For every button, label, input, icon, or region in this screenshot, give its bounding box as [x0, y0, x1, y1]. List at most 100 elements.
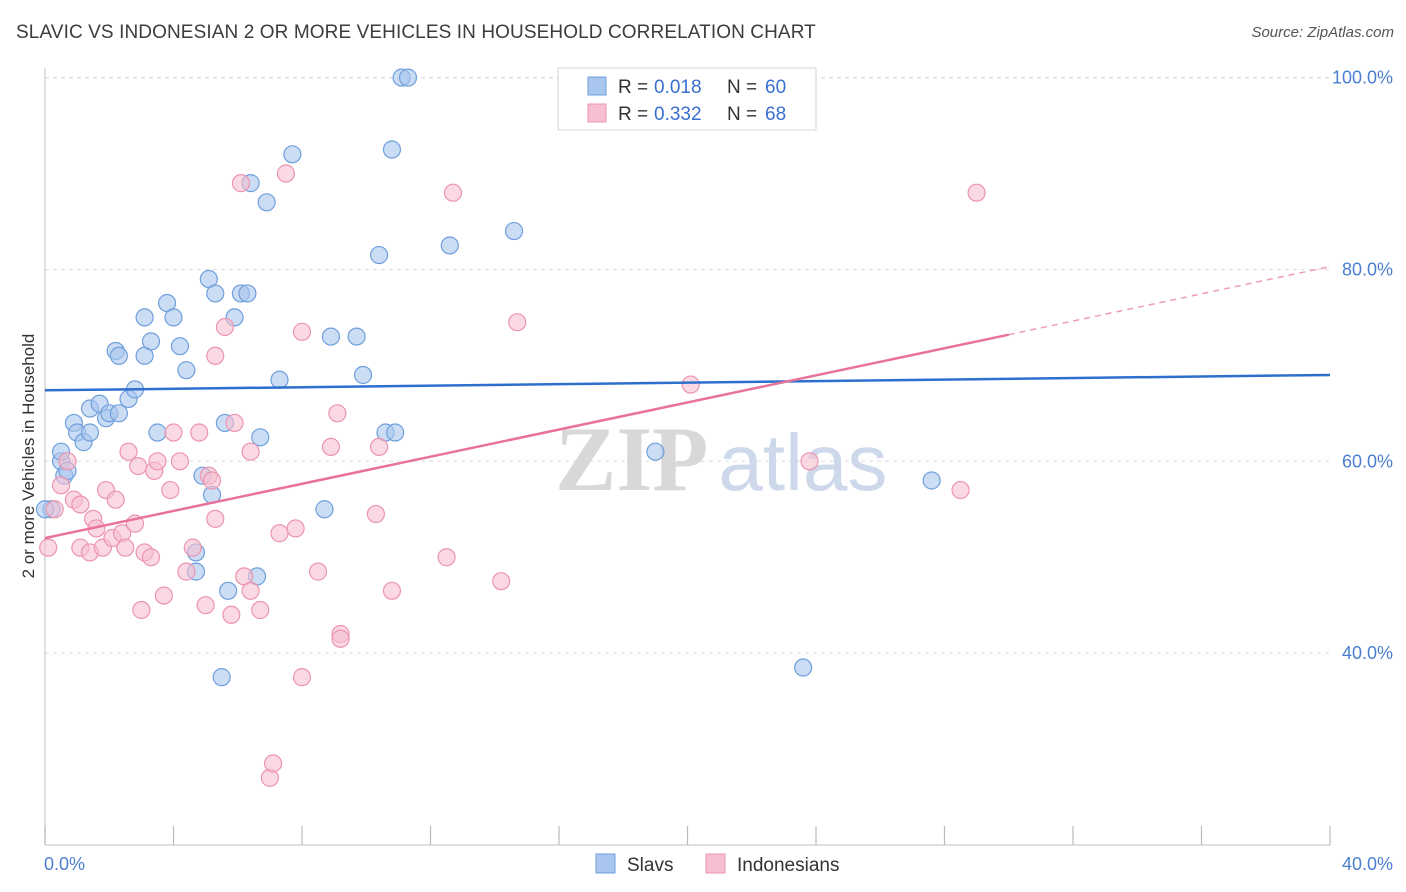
point-indonesians-60: [443, 183, 463, 202]
point-indonesians-3: [58, 452, 77, 471]
point-indonesians-51: [308, 562, 328, 581]
point-slavs-43: [315, 500, 334, 519]
bottom-legend-label-indonesians: Indonesians: [737, 855, 839, 876]
legend-r-label-slavs: R =: [618, 77, 648, 98]
y-axis-title: 2 or more Vehicles in Household: [19, 334, 38, 579]
point-indonesians-59: [437, 548, 456, 567]
point-indonesians-31: [196, 596, 215, 615]
point-indonesians-21: [141, 548, 161, 567]
bottom-legend-swatch-slavs: [595, 853, 616, 874]
y-tick-label-80: 80.0%: [1342, 259, 1393, 279]
point-indonesians-18: [129, 456, 148, 476]
x-tick-label-min: 0.0%: [44, 854, 85, 874]
legend-n-label-indonesians: N =: [727, 104, 757, 125]
trend-line-extension-indonesians: [1008, 265, 1331, 336]
point-slavs-50: [386, 423, 405, 442]
point-indonesians-57: [370, 437, 389, 457]
point-slavs-58: [922, 471, 941, 490]
point-indonesians-45: [263, 754, 283, 773]
y-axis-tick-labels: 40.0% 60.0% 80.0% 100.0%: [1332, 68, 1393, 664]
point-indonesians-52: [321, 437, 341, 457]
gridlines: [45, 77, 1330, 654]
point-indonesians-55: [331, 629, 350, 648]
point-indonesians-61: [492, 572, 511, 591]
point-indonesians-30: [190, 423, 209, 442]
point-indonesians-42: [241, 581, 260, 600]
point-indonesians-34: [206, 346, 225, 365]
x-tick-label-max: 40.0%: [1342, 854, 1393, 874]
point-indonesians-28: [177, 562, 196, 581]
legend-n-value-indonesians: 68: [765, 104, 786, 125]
point-slavs-31: [206, 284, 225, 303]
point-slavs-41: [270, 370, 289, 389]
point-indonesians-38: [225, 413, 244, 433]
point-indonesians-43: [251, 600, 270, 620]
watermark-zip: ZIP: [555, 408, 708, 510]
point-indonesians-33: [202, 471, 222, 490]
point-slavs-49: [382, 140, 402, 159]
point-slavs-23: [164, 308, 183, 327]
point-indonesians-39: [231, 174, 251, 193]
point-indonesians-37: [222, 605, 241, 624]
legend-n-value-slavs: 60: [765, 77, 786, 98]
point-slavs-52: [398, 68, 418, 87]
chart-title: SLAVIC VS INDONESIAN 2 OR MORE VEHICLES …: [16, 22, 816, 43]
point-indonesians-58: [382, 581, 402, 600]
trend-line-indonesians: [44, 333, 1010, 540]
point-slavs-47: [370, 245, 389, 265]
point-slavs-40: [257, 193, 276, 212]
point-indonesians-6: [71, 495, 90, 514]
point-indonesians-26: [164, 423, 183, 442]
trend-lines: [44, 265, 1331, 540]
point-indonesians-0: [39, 538, 58, 557]
point-slavs-15: [109, 346, 128, 365]
watermark: ZIP atlas: [555, 408, 887, 510]
point-indonesians-50: [292, 668, 312, 687]
point-slavs-45: [347, 327, 366, 346]
y-tick-label-100: 100.0%: [1332, 68, 1393, 88]
y-tick-label-40: 40.0%: [1342, 643, 1393, 663]
legend-r-label-indonesians: R =: [618, 104, 648, 125]
point-slavs-33: [219, 581, 238, 600]
point-indonesians-62: [508, 313, 527, 332]
point-indonesians-47: [276, 164, 296, 183]
point-slavs-36: [238, 284, 257, 303]
point-indonesians-66: [951, 480, 970, 500]
point-indonesians-36: [215, 317, 234, 337]
point-indonesians-48: [286, 519, 305, 538]
legend-r-value-indonesians: 0.332: [654, 104, 702, 125]
point-indonesians-2: [51, 476, 71, 495]
point-indonesians-49: [292, 322, 312, 341]
point-slavs-46: [353, 365, 373, 385]
point-slavs-53: [440, 236, 459, 255]
point-indonesians-64: [681, 375, 700, 394]
point-indonesians-16: [119, 442, 138, 461]
point-slavs-55: [646, 442, 665, 461]
series-legend: Slavs Indonesians: [595, 853, 839, 876]
point-indonesians-23: [148, 452, 167, 471]
point-slavs-54: [504, 221, 524, 241]
point-indonesians-24: [154, 586, 173, 605]
bottom-legend-swatch-indonesians: [705, 853, 726, 874]
point-slavs-42: [283, 145, 302, 164]
point-indonesians-15: [116, 538, 135, 557]
point-slavs-56: [212, 668, 231, 687]
source-label: Source: ZipAtlas.com: [1251, 24, 1394, 41]
point-indonesians-19: [132, 600, 151, 620]
point-indonesians-65: [800, 452, 819, 471]
point-indonesians-46: [270, 524, 289, 543]
point-slavs-13: [109, 404, 128, 423]
point-indonesians-53: [328, 404, 347, 423]
point-indonesians-29: [183, 538, 202, 557]
y-tick-label-60: 60.0%: [1342, 451, 1393, 471]
point-indonesians-27: [170, 452, 190, 471]
legend-r-value-slavs: 0.018: [654, 77, 702, 98]
legend-n-label-slavs: N =: [727, 77, 757, 98]
point-indonesians-1: [45, 500, 64, 519]
point-slavs-25: [177, 361, 196, 380]
bottom-legend-label-slavs: Slavs: [627, 855, 673, 876]
stats-legend: R = 0.018 N = 60 R = 0.332 N = 68: [557, 67, 817, 131]
point-indonesians-25: [161, 480, 180, 500]
x-axis-ticks: [44, 826, 1331, 845]
